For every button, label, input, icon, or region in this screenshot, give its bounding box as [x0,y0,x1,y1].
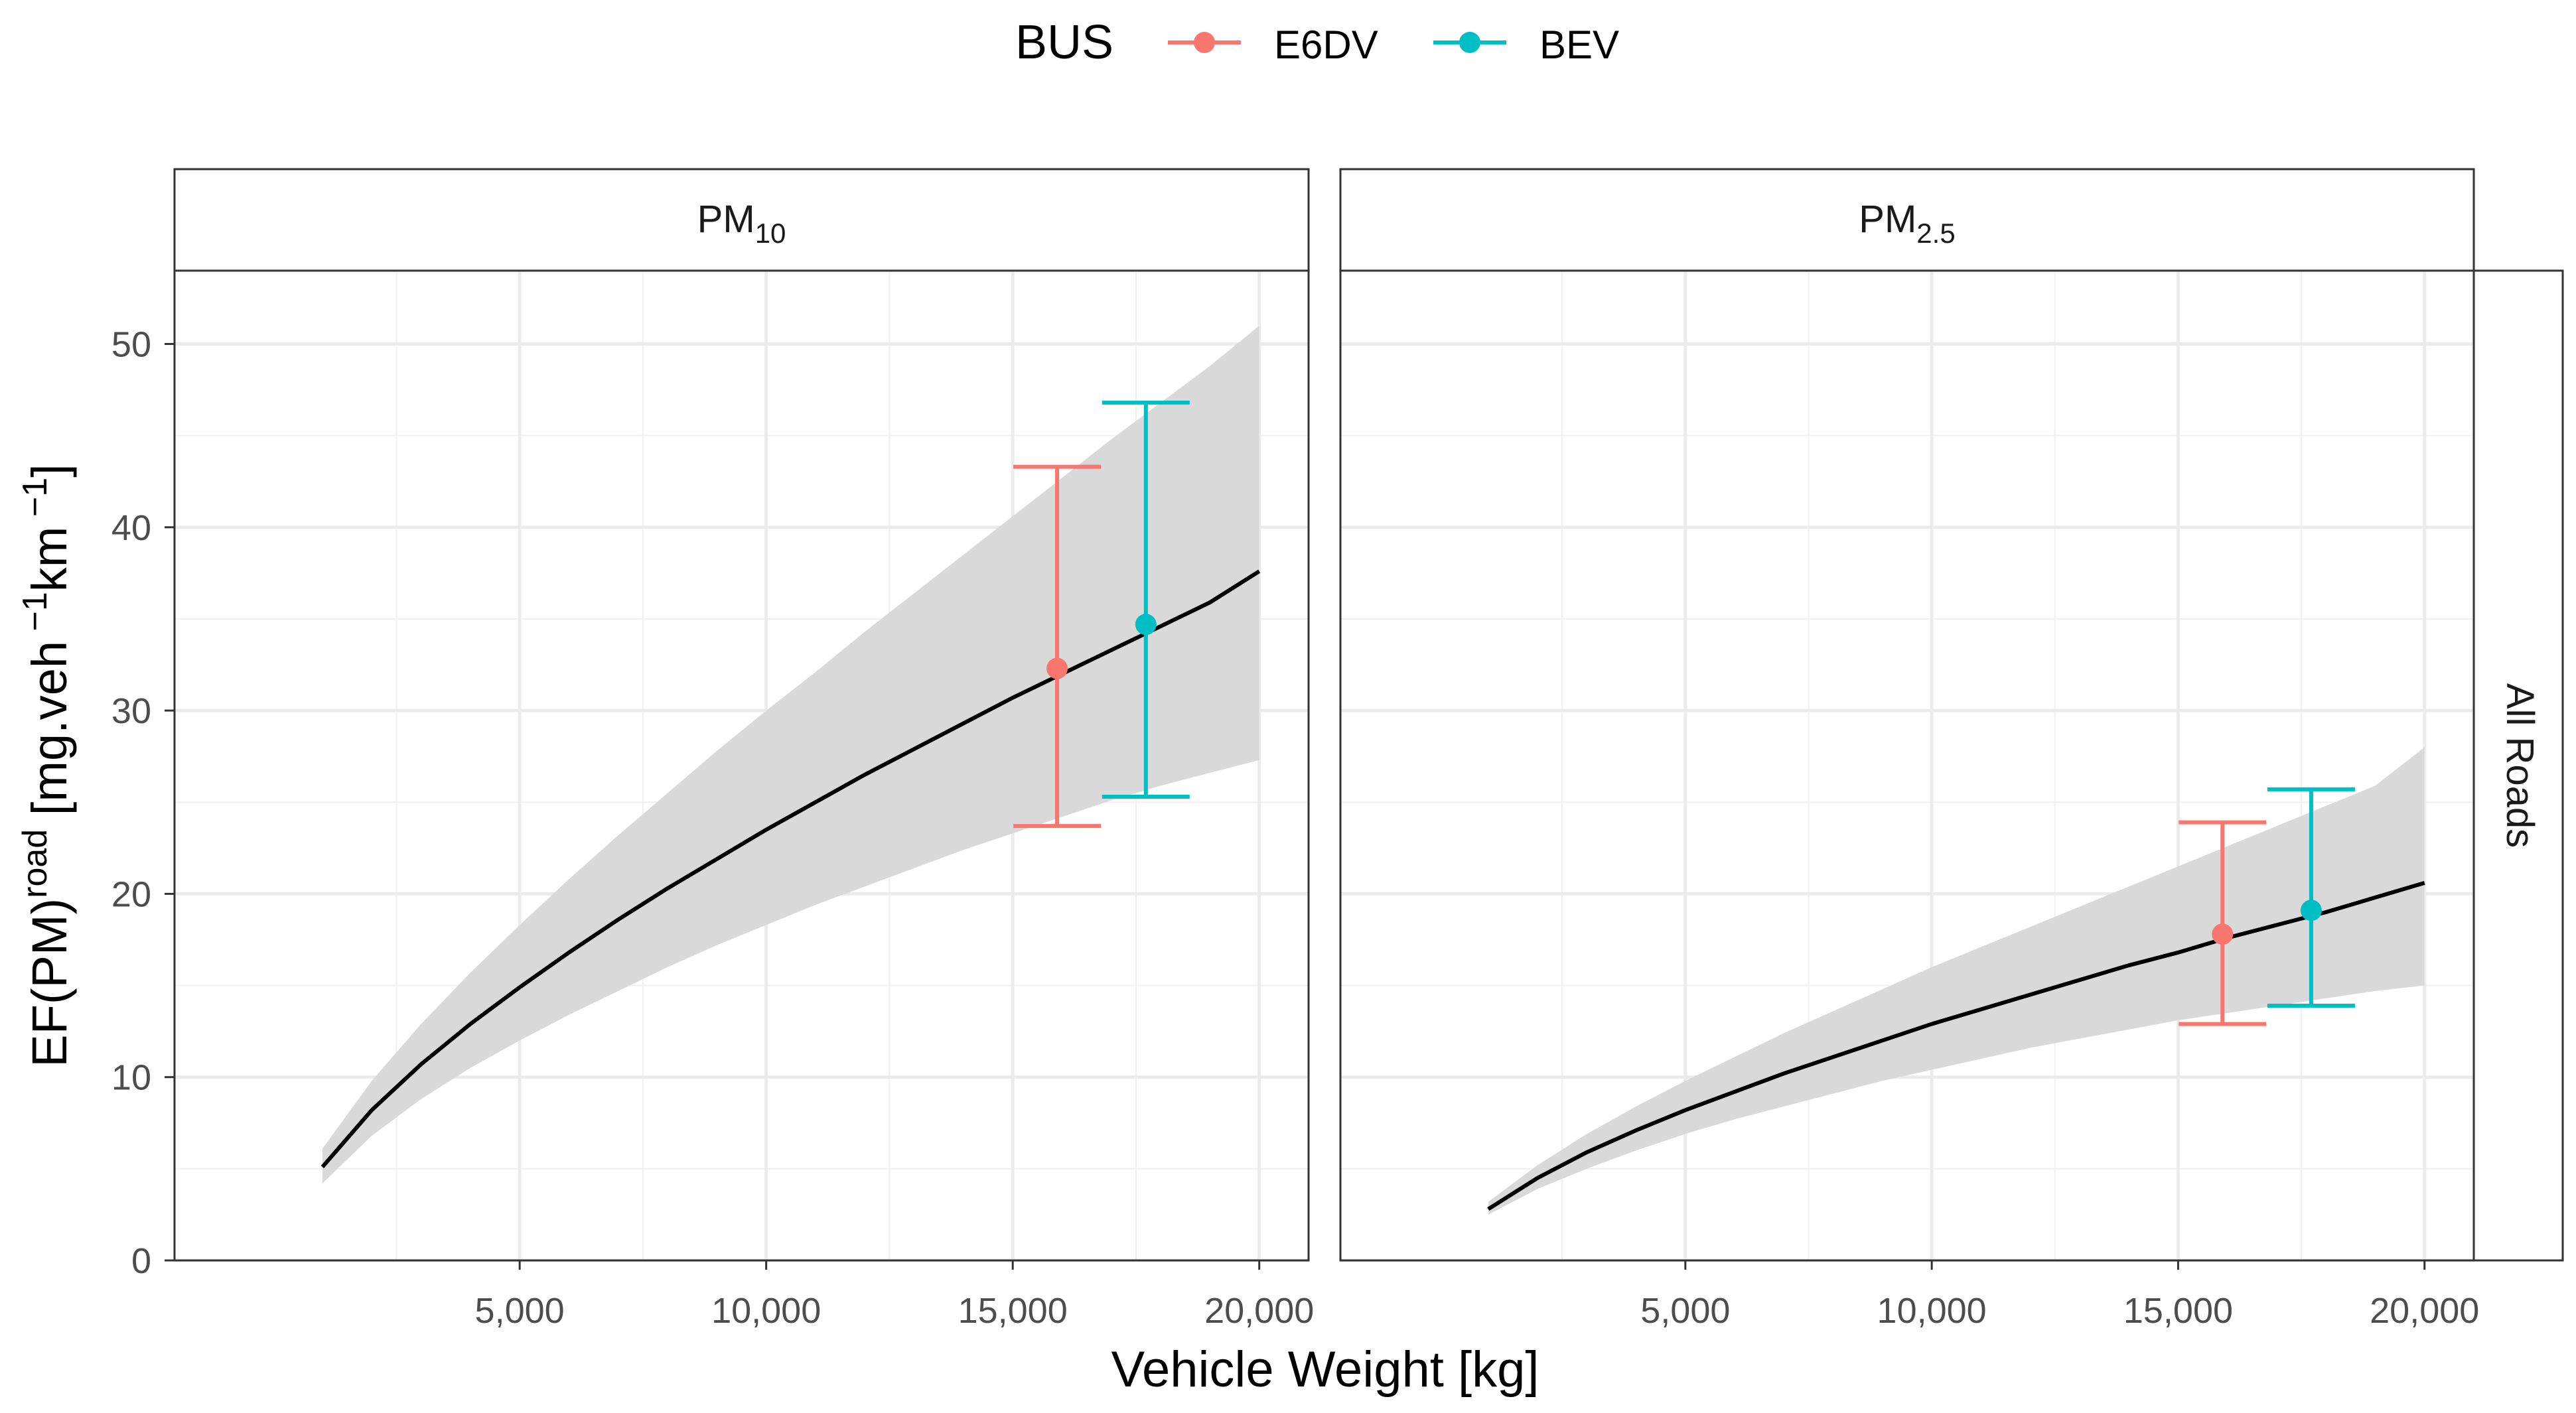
facet-strip-label: PM2.5 [1859,198,1955,249]
y-axis-title-part: [mg.veh [22,641,77,829]
y-axis-title-part: km [22,527,77,592]
point-e6dv [2179,820,2267,1026]
x-tick-label: 20,000 [1204,1291,1314,1331]
x-tick-label: 10,000 [711,1291,821,1331]
facet-title-subscript: 10 [755,218,786,249]
data-point [1135,614,1157,636]
x-tick-label: 10,000 [1877,1291,1987,1331]
x-tick-label: 20,000 [2370,1291,2479,1331]
row-strip: All Roads [2472,269,2564,1262]
data-point [2300,900,2322,921]
x-tick-label: 15,000 [2123,1291,2233,1331]
facet-strip [1339,168,2475,272]
y-tick-label: 20 [111,874,151,914]
data-point [1046,657,1068,679]
x-tick-label: 15,000 [958,1291,1068,1331]
y-tick-label: 30 [111,691,151,731]
y-tick-label: 0 [131,1241,151,1281]
legend-item-bev: BEV [1433,23,1619,67]
y-axis-title-part: −1 [16,478,54,527]
point-bev [2267,787,2355,1008]
legend-item-e6dv: E6DV [1168,23,1378,67]
legend-key-point [1459,32,1480,53]
row-strip-label: All Roads [2498,683,2541,848]
y-axis-title: EF(PM)road [mg.veh −1km −1] [16,464,77,1067]
panel-background [1340,271,2474,1260]
point-bev [1102,400,1190,799]
panel-pm2-5: PM2.5 5,000 10,000 15,000 20,000 [1339,168,2479,1331]
facet-strip [173,168,1310,272]
x-axis-title: Vehicle Weight [kg] [1111,1341,1539,1398]
y-axis-title-part: ] [22,464,77,478]
panel-border [173,269,1310,1262]
legend-key-point [1194,32,1215,53]
row-strip-box [2472,269,2564,1262]
panel-pm10: PM10 5,000 10,000 15,000 20,000 [173,168,1314,1331]
y-tick-label: 10 [111,1058,151,1098]
legend-label: E6DV [1274,23,1378,67]
fitted-curve [321,569,1261,1169]
y-axis-title-part: road [16,829,54,898]
confidence-ribbon [322,325,1259,1183]
facet-title-base: PM [697,198,755,241]
facet-strip-label: PM10 [697,198,786,249]
legend-label: BEV [1539,23,1619,67]
legend: BUS E6DV BEV [1015,16,1619,69]
y-axis-title-part: −1 [16,592,54,641]
legend-title: BUS [1015,16,1113,69]
y-tick-label: 50 [111,325,151,365]
facet-title-base: PM [1859,198,1916,241]
point-e6dv [1013,464,1102,829]
x-tick-label: 5,000 [1640,1291,1730,1331]
y-axis-title-part: EF(PM) [22,898,77,1067]
x-tick-label: 5,000 [475,1291,565,1331]
fitted-curve [1487,880,2425,1211]
y-tick-label: 40 [111,508,151,548]
facet-title-subscript: 2.5 [1916,218,1955,249]
data-point [2212,923,2234,945]
